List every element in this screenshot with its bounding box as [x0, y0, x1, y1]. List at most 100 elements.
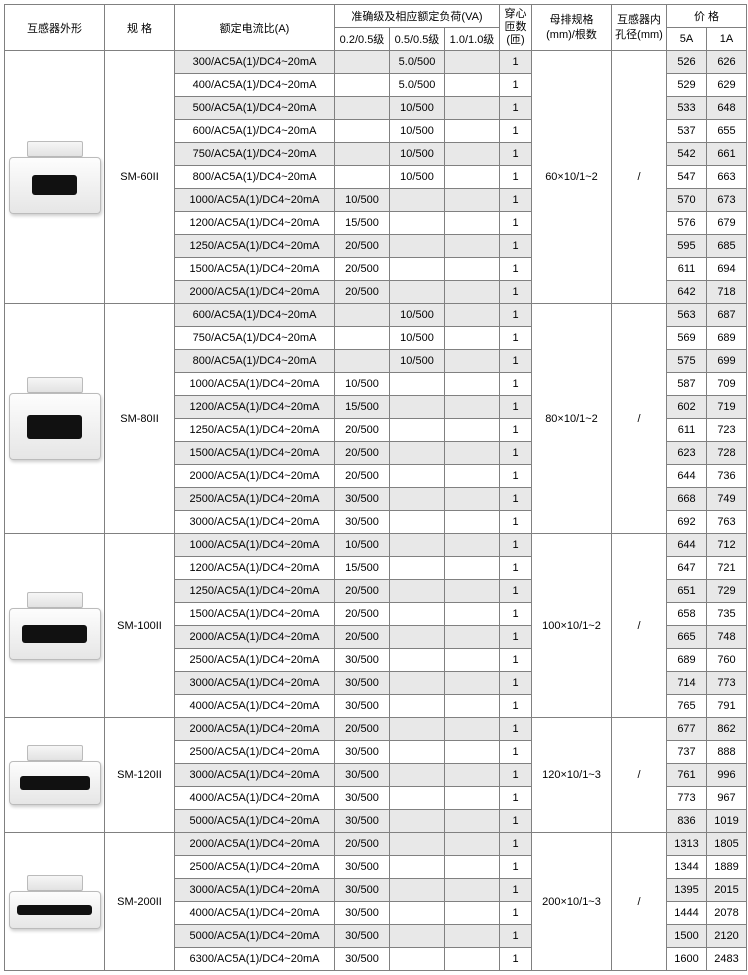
- ratio-cell: 4000/AC5A(1)/DC4~20mA: [175, 787, 335, 810]
- turns-cell: 1: [500, 649, 532, 672]
- ratio-cell: 300/AC5A(1)/DC4~20mA: [175, 51, 335, 74]
- price5-cell: 575: [667, 350, 707, 373]
- price1-cell: 648: [707, 97, 747, 120]
- acc-a-cell: 20/500: [335, 235, 390, 258]
- ratio-cell: 1200/AC5A(1)/DC4~20mA: [175, 557, 335, 580]
- acc-c-cell: [445, 833, 500, 856]
- hdr-ratio: 额定电流比(A): [175, 5, 335, 51]
- ratio-cell: 1250/AC5A(1)/DC4~20mA: [175, 235, 335, 258]
- acc-b-cell: 10/500: [390, 143, 445, 166]
- price5-cell: 595: [667, 235, 707, 258]
- price1-cell: 749: [707, 488, 747, 511]
- turns-cell: 1: [500, 695, 532, 718]
- price5-cell: 569: [667, 327, 707, 350]
- acc-b-cell: [390, 603, 445, 626]
- acc-b-cell: 10/500: [390, 166, 445, 189]
- hdr-acc-b: 0.5/0.5级: [390, 28, 445, 51]
- price1-cell: 626: [707, 51, 747, 74]
- ratio-cell: 3000/AC5A(1)/DC4~20mA: [175, 879, 335, 902]
- acc-b-cell: [390, 649, 445, 672]
- ratio-cell: 6300/AC5A(1)/DC4~20mA: [175, 948, 335, 971]
- price5-cell: 547: [667, 166, 707, 189]
- acc-c-cell: [445, 488, 500, 511]
- acc-b-cell: [390, 442, 445, 465]
- acc-c-cell: [445, 419, 500, 442]
- turns-cell: 1: [500, 810, 532, 833]
- price1-cell: 967: [707, 787, 747, 810]
- price5-cell: 737: [667, 741, 707, 764]
- acc-a-cell: 15/500: [335, 396, 390, 419]
- bus-cell: 60×10/1~2: [532, 51, 612, 304]
- acc-b-cell: [390, 833, 445, 856]
- price1-cell: 736: [707, 465, 747, 488]
- hole-cell: /: [612, 304, 667, 534]
- price1-cell: 2483: [707, 948, 747, 971]
- price5-cell: 542: [667, 143, 707, 166]
- turns-cell: 1: [500, 419, 532, 442]
- price5-cell: 714: [667, 672, 707, 695]
- acc-b-cell: [390, 488, 445, 511]
- turns-cell: 1: [500, 120, 532, 143]
- table-row: SM-80II600/AC5A(1)/DC4~20mA10/500180×10/…: [5, 304, 747, 327]
- price5-cell: 623: [667, 442, 707, 465]
- price1-cell: 1805: [707, 833, 747, 856]
- ratio-cell: 1200/AC5A(1)/DC4~20mA: [175, 396, 335, 419]
- acc-b-cell: [390, 718, 445, 741]
- table-header: 互感器外形 规 格 额定电流比(A) 准确级及相应额定负荷(VA) 穿心 匝数 …: [5, 5, 747, 51]
- acc-c-cell: [445, 258, 500, 281]
- ratio-cell: 800/AC5A(1)/DC4~20mA: [175, 166, 335, 189]
- turns-cell: 1: [500, 902, 532, 925]
- price5-cell: 1500: [667, 925, 707, 948]
- price5-cell: 642: [667, 281, 707, 304]
- acc-b-cell: [390, 212, 445, 235]
- acc-a-cell: 30/500: [335, 741, 390, 764]
- acc-b-cell: 5.0/500: [390, 74, 445, 97]
- hole-cell: /: [612, 534, 667, 718]
- price1-cell: 694: [707, 258, 747, 281]
- spec-cell: SM-200II: [105, 833, 175, 971]
- turns-cell: 1: [500, 258, 532, 281]
- shape-cell: [5, 304, 105, 534]
- acc-b-cell: [390, 534, 445, 557]
- table-row: SM-60II300/AC5A(1)/DC4~20mA5.0/500160×10…: [5, 51, 747, 74]
- hdr-turns: 穿心 匝数 (匝): [500, 5, 532, 51]
- acc-c-cell: [445, 465, 500, 488]
- price1-cell: 760: [707, 649, 747, 672]
- acc-a-cell: 30/500: [335, 488, 390, 511]
- acc-b-cell: [390, 281, 445, 304]
- turns-cell: 1: [500, 166, 532, 189]
- table-row: SM-200II2000/AC5A(1)/DC4~20mA20/5001200×…: [5, 833, 747, 856]
- ratio-cell: 4000/AC5A(1)/DC4~20mA: [175, 902, 335, 925]
- turns-cell: 1: [500, 304, 532, 327]
- table-row: SM-100II1000/AC5A(1)/DC4~20mA10/5001100×…: [5, 534, 747, 557]
- ratio-cell: 800/AC5A(1)/DC4~20mA: [175, 350, 335, 373]
- acc-b-cell: [390, 580, 445, 603]
- acc-c-cell: [445, 120, 500, 143]
- ratio-cell: 750/AC5A(1)/DC4~20mA: [175, 143, 335, 166]
- turns-cell: 1: [500, 879, 532, 902]
- turns-cell: 1: [500, 948, 532, 971]
- ratio-cell: 2500/AC5A(1)/DC4~20mA: [175, 488, 335, 511]
- acc-c-cell: [445, 764, 500, 787]
- price5-cell: 665: [667, 626, 707, 649]
- table-body: SM-60II300/AC5A(1)/DC4~20mA5.0/500160×10…: [5, 51, 747, 971]
- acc-c-cell: [445, 948, 500, 971]
- price5-cell: 647: [667, 557, 707, 580]
- ct-image-icon: [10, 141, 100, 214]
- acc-a-cell: 15/500: [335, 212, 390, 235]
- acc-a-cell: 20/500: [335, 442, 390, 465]
- acc-c-cell: [445, 787, 500, 810]
- acc-c-cell: [445, 672, 500, 695]
- acc-c-cell: [445, 511, 500, 534]
- acc-b-cell: [390, 672, 445, 695]
- acc-a-cell: 20/500: [335, 419, 390, 442]
- ratio-cell: 3000/AC5A(1)/DC4~20mA: [175, 511, 335, 534]
- acc-a-cell: [335, 350, 390, 373]
- price5-cell: 689: [667, 649, 707, 672]
- acc-c-cell: [445, 902, 500, 925]
- turns-cell: 1: [500, 235, 532, 258]
- turns-cell: 1: [500, 189, 532, 212]
- acc-b-cell: [390, 764, 445, 787]
- acc-a-cell: [335, 97, 390, 120]
- acc-c-cell: [445, 189, 500, 212]
